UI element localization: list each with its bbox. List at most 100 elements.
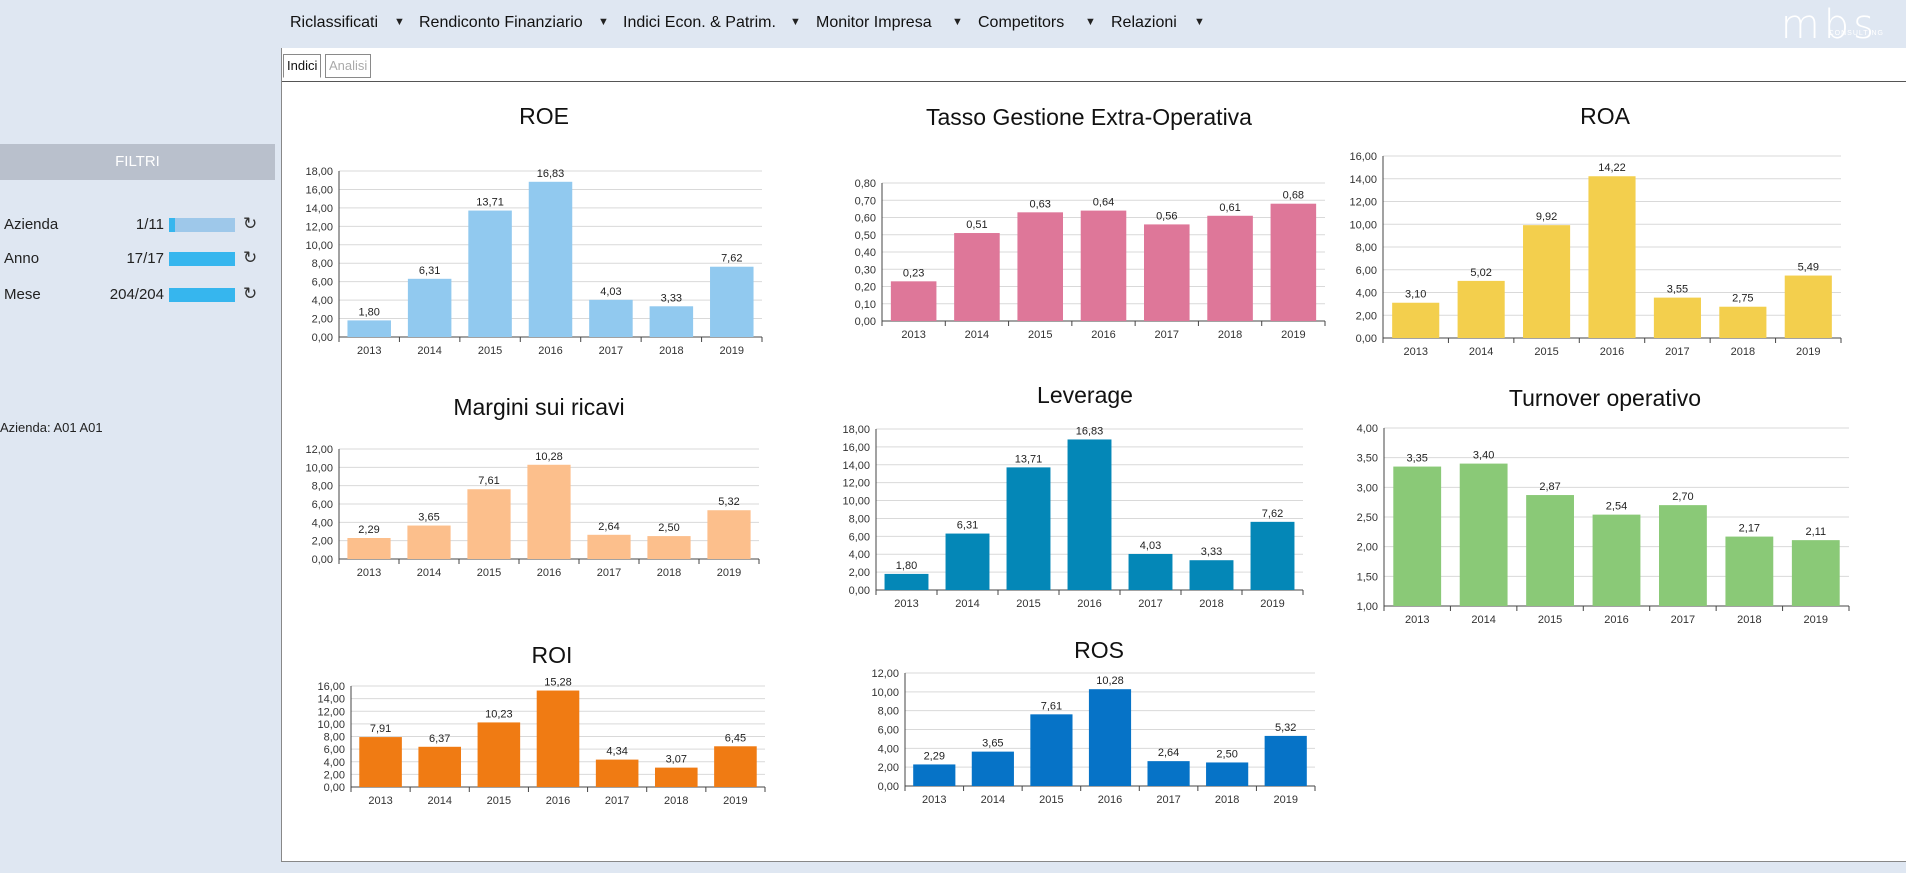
data-label: 16,83	[537, 168, 565, 180]
filter-selection-bar[interactable]	[169, 288, 235, 302]
filter-selection-bar[interactable]	[169, 218, 235, 232]
charts-area: ROE0,002,004,006,008,0010,0012,0014,0016…	[305, 103, 1850, 807]
filter-row-mese[interactable]: Mese 204/204 ↻	[0, 284, 275, 306]
x-tick-label: 2014	[427, 795, 451, 807]
menu-riclassificati[interactable]: Riclassificati	[290, 14, 379, 31]
bar	[1393, 466, 1442, 606]
data-label: 14,22	[1598, 162, 1626, 174]
filter-header: FILTRI	[0, 144, 275, 180]
chevron-down-icon[interactable]: ▼	[1085, 16, 1096, 28]
y-tick-label: 6,00	[878, 725, 899, 737]
y-tick-label: 3,00	[1357, 482, 1378, 494]
x-tick-label: 2014	[1469, 346, 1493, 358]
y-tick-label: 16,00	[317, 681, 345, 693]
x-tick-label: 2017	[1665, 346, 1689, 358]
menu-relazioni[interactable]: Relazioni	[1111, 14, 1177, 31]
menu-monitor-impresa[interactable]: Monitor Impresa	[816, 14, 932, 31]
tab-divider	[282, 81, 1906, 82]
chevron-down-icon[interactable]: ▼	[598, 16, 609, 28]
filter-label: Mese	[4, 286, 41, 303]
x-tick-label: 2013	[901, 329, 925, 341]
menu-rendiconto-finanziario[interactable]: Rendiconto Finanziario	[419, 14, 583, 31]
tab-analisi[interactable]: Analisi	[325, 54, 372, 78]
y-tick-label: 2,00	[878, 762, 899, 774]
bar	[1006, 467, 1051, 590]
y-tick-label: 4,00	[312, 295, 333, 307]
bar	[1264, 735, 1307, 786]
x-tick-label: 2014	[417, 345, 441, 357]
bar	[647, 536, 691, 559]
y-tick-label: 0,70	[855, 195, 876, 207]
chevron-down-icon[interactable]: ▼	[394, 16, 405, 28]
y-tick-label: 0,00	[324, 782, 345, 794]
bar	[1459, 463, 1508, 606]
y-tick-label: 18,00	[842, 424, 870, 436]
menu-indici[interactable]: Indici Econ. & Patrim.	[623, 14, 776, 31]
menu-competitors[interactable]: Competitors	[978, 14, 1065, 31]
y-tick-label: 8,00	[324, 732, 345, 744]
reset-icon[interactable]: ↻	[243, 284, 258, 303]
bar	[347, 320, 391, 337]
x-tick-label: 2015	[477, 567, 501, 579]
x-tick-label: 2017	[1156, 794, 1180, 806]
x-tick-label: 2017	[1671, 614, 1695, 626]
bar	[1719, 306, 1767, 338]
main-content: Indici Analisi ROE 0,00 2,00 4,00 6,00 8,00 10…	[281, 48, 1906, 862]
filter-row-azienda[interactable]: Azienda 1/11 ↻	[0, 214, 275, 236]
y-tick-label: 16,00	[842, 442, 870, 454]
filter-row-anno[interactable]: Anno 17/17 ↻	[0, 248, 275, 270]
data-label: 2,64	[598, 521, 619, 533]
x-tick-label: 2015	[1016, 598, 1040, 610]
bar	[347, 538, 391, 559]
bar	[536, 690, 580, 787]
reset-icon[interactable]: ↻	[243, 214, 258, 233]
reset-icon[interactable]: ↻	[243, 248, 258, 267]
bar	[1784, 275, 1832, 338]
chevron-down-icon[interactable]: ▼	[790, 16, 801, 28]
x-tick-label: 2016	[1077, 598, 1101, 610]
y-tick-label: 0,00	[1356, 333, 1377, 345]
x-tick-label: 2018	[664, 795, 688, 807]
y-tick-label: 6,00	[312, 499, 333, 511]
y-tick-label: 2,00	[312, 536, 333, 548]
chevron-down-icon[interactable]: ▼	[1194, 16, 1205, 28]
x-tick-label: 2015	[1534, 346, 1558, 358]
x-tick-label: 2016	[1098, 794, 1122, 806]
x-tick-label: 2015	[1039, 794, 1063, 806]
y-tick-label: 12,00	[305, 444, 333, 456]
y-tick-label: 0,00	[849, 585, 870, 597]
data-label: 2,87	[1539, 481, 1560, 493]
bar	[1088, 689, 1132, 786]
tab-indici[interactable]: Indici	[283, 54, 322, 78]
x-tick-label: 2014	[417, 567, 441, 579]
data-label: 5,32	[1275, 722, 1296, 734]
x-tick-label: 2015	[1538, 614, 1562, 626]
data-label: 2,29	[358, 524, 379, 536]
y-tick-label: 10,00	[871, 687, 899, 699]
x-tick-label: 2015	[487, 795, 511, 807]
y-tick-label: 6,00	[1356, 265, 1377, 277]
chart-title: ROI	[532, 642, 573, 668]
y-tick-label: 14,00	[842, 460, 870, 472]
bar	[1659, 505, 1707, 606]
y-tick-label: 1,50	[1357, 571, 1378, 583]
filter-label: Azienda	[4, 216, 59, 233]
data-label: 4,34	[606, 746, 627, 758]
data-label: 0,68	[1283, 190, 1304, 202]
x-tick-label: 2019	[1260, 598, 1284, 610]
filter-selection-fill	[169, 218, 175, 232]
y-tick-label: 16,00	[1349, 151, 1377, 163]
filter-selection-bar[interactable]	[169, 252, 235, 266]
y-tick-label: 8,00	[849, 513, 870, 525]
data-label: 0,23	[903, 267, 924, 279]
filter-count: 17/17	[126, 250, 164, 267]
bar	[1144, 224, 1190, 321]
data-label: 2,64	[1158, 747, 1179, 759]
bar	[649, 306, 694, 337]
chevron-down-icon[interactable]: ▼	[952, 16, 963, 28]
y-tick-label: 4,00	[1356, 288, 1377, 300]
filter-selection-fill	[169, 252, 235, 266]
chart-title: Leverage	[1037, 382, 1133, 408]
data-label: 4,03	[600, 286, 621, 298]
data-label: 0,56	[1156, 210, 1177, 222]
